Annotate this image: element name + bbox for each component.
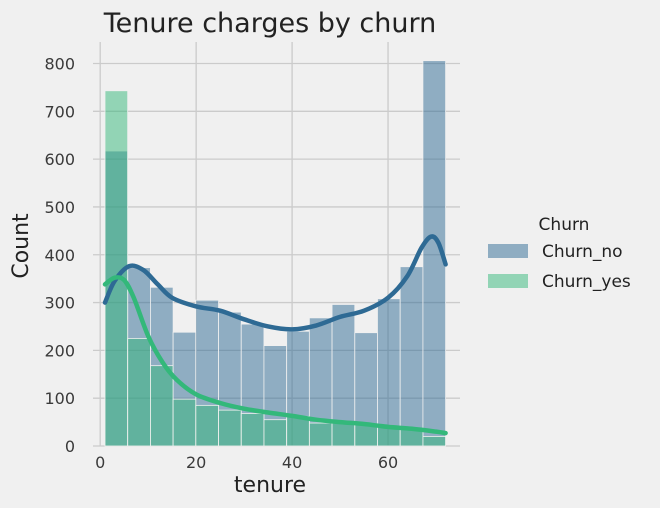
y-tick-label: 800 — [44, 55, 75, 74]
bar-churn-yes — [127, 338, 151, 447]
x-tick-label: 20 — [186, 453, 206, 472]
chart-title: Tenure charges by churn — [103, 8, 436, 39]
kde-line-churn-yes — [102, 275, 448, 436]
x-tick-label: 0 — [95, 453, 105, 472]
y-tick-label: 200 — [44, 341, 75, 360]
x-axis-label: tenure — [234, 473, 306, 498]
bar-churn-yes — [195, 404, 219, 447]
bar-churn-yes — [150, 365, 174, 447]
y-tick-label: 400 — [44, 246, 75, 265]
y-tick-label: 600 — [44, 150, 75, 169]
kde-line-churn-no — [102, 234, 448, 332]
bar-churn-yes — [308, 422, 333, 447]
bar-churn-yes — [240, 413, 265, 447]
y-tick-label: 500 — [44, 198, 75, 217]
bar-churn-yes — [354, 424, 378, 447]
y-tick-label: 100 — [44, 389, 75, 408]
bar-churn-yes — [331, 421, 356, 447]
bar-churn-yes — [263, 419, 288, 447]
legend-label-churn-yes: Churn_yes — [542, 272, 631, 292]
legend: Churn Churn_no Churn_yes — [488, 215, 631, 292]
y-tick-label: 0 — [65, 437, 75, 456]
kde-curves — [102, 234, 448, 436]
x-tick-label: 40 — [282, 453, 302, 472]
y-tick-label: 300 — [44, 294, 75, 313]
y-axis-label: Count — [9, 213, 34, 279]
bar-churn-yes — [218, 409, 242, 447]
legend-title: Churn — [539, 215, 590, 235]
legend-swatch-churn-yes — [488, 274, 528, 288]
legend-label-churn-no: Churn_no — [542, 242, 623, 262]
bar-churn-yes — [286, 415, 310, 447]
bar-churn-no — [399, 266, 424, 447]
y-tick-label: 700 — [44, 102, 75, 121]
histogram-bars — [104, 60, 447, 447]
legend-swatch-churn-no — [488, 244, 528, 258]
bar-churn-yes — [172, 398, 197, 447]
x-tick-label: 60 — [378, 453, 398, 472]
bar-churn-yes — [422, 436, 447, 447]
